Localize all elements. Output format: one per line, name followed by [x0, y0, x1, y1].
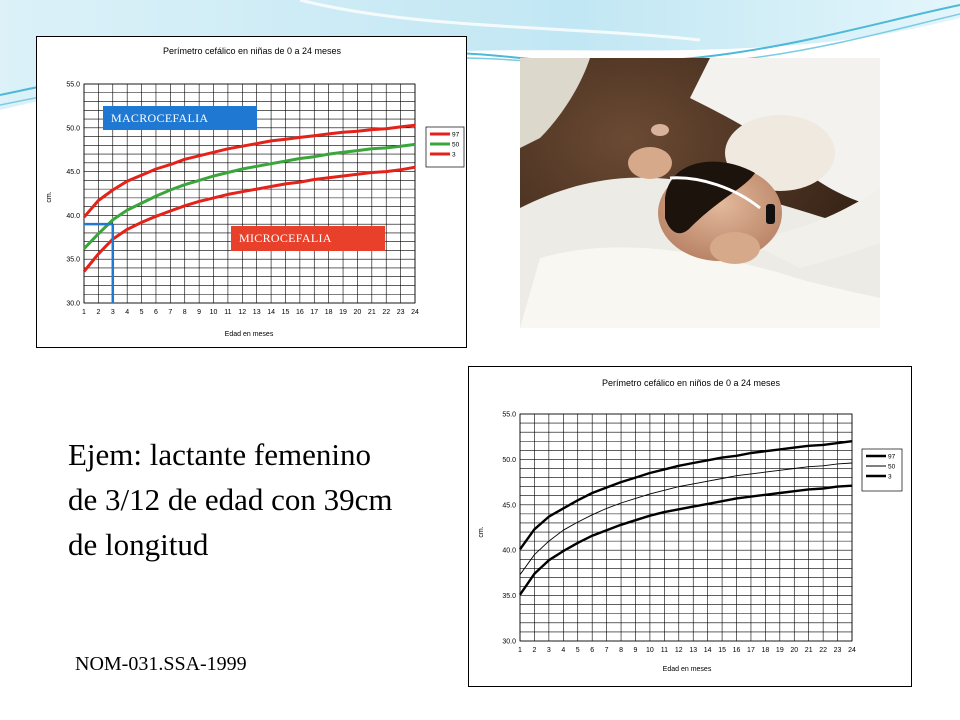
x-tick-label: 16: [296, 309, 304, 316]
plot-area: [519, 413, 853, 642]
x-tick-label: 13: [689, 647, 697, 654]
x-tick-label: 22: [819, 647, 827, 654]
y-axis-label: cm.: [46, 191, 53, 202]
legend-entry: 3: [452, 152, 456, 159]
x-tick-label: 10: [210, 309, 218, 316]
y-tick-label: 45.0: [502, 502, 516, 509]
x-tick-label: 6: [590, 647, 594, 654]
x-tick-label: 20: [790, 647, 798, 654]
y-tick-label: 40.0: [502, 548, 516, 555]
legend-entry: 50: [452, 142, 460, 149]
y-tick-label: 55.0: [66, 82, 80, 89]
example-caption: Ejem: lactante femenino de 3/12 de edad …: [68, 437, 393, 562]
x-tick-label: 12: [675, 647, 683, 654]
x-tick-label: 9: [634, 647, 638, 654]
x-tick-label: 20: [354, 309, 362, 316]
y-tick-label: 30.0: [66, 301, 80, 308]
y-axis-label: cm.: [478, 526, 485, 537]
y-tick-label: 50.0: [66, 125, 80, 132]
x-tick-label: 24: [411, 309, 419, 316]
x-tick-label: 17: [310, 309, 318, 316]
x-tick-label: 16: [733, 647, 741, 654]
series-line-p50: [519, 462, 853, 575]
x-tick-label: 17: [747, 647, 755, 654]
x-tick-label: 21: [805, 647, 813, 654]
microcefalia-label: MICROCEFALIA: [239, 231, 332, 245]
x-tick-label: 10: [646, 647, 654, 654]
x-tick-label: 19: [339, 309, 347, 316]
x-tick-label: 23: [834, 647, 842, 654]
series-line-p97: [82, 123, 416, 219]
x-tick-label: 7: [605, 647, 609, 654]
x-tick-label: 1: [82, 309, 86, 316]
infant-measurement-photo: [520, 58, 880, 328]
y-tick-label: 55.0: [502, 412, 516, 419]
x-axis-label: Edad en meses: [225, 331, 274, 338]
x-tick-label: 18: [761, 647, 769, 654]
x-tick-label: 6: [154, 309, 158, 316]
y-tick-label: 30.0: [502, 639, 516, 646]
x-tick-label: 5: [140, 309, 144, 316]
x-tick-label: 24: [848, 647, 856, 654]
series-line-p97: [519, 440, 853, 551]
x-tick-label: 22: [382, 309, 390, 316]
x-tick-label: 4: [125, 309, 129, 316]
legend-entry: 97: [888, 454, 896, 461]
x-tick-label: 12: [238, 309, 246, 316]
legend-entry: 97: [452, 132, 460, 139]
x-tick-label: 2: [532, 647, 536, 654]
x-tick-label: 5: [576, 647, 580, 654]
x-tick-label: 14: [267, 309, 275, 316]
y-tick-label: 35.0: [66, 257, 80, 264]
x-tick-label: 8: [183, 309, 187, 316]
x-tick-label: 14: [704, 647, 712, 654]
x-tick-label: 23: [397, 309, 405, 316]
chart-title: Perímetro cefálico en niñas de 0 a 24 me…: [163, 46, 342, 56]
y-tick-label: 45.0: [66, 169, 80, 176]
chart-title: Perímetro cefálico en niños de 0 a 24 me…: [602, 378, 781, 388]
legend-entry: 50: [888, 464, 896, 471]
macrocefalia-callout: MACROCEFALIA: [103, 106, 257, 130]
macrocefalia-label: MACROCEFALIA: [111, 110, 209, 125]
series-line-p3: [519, 484, 853, 596]
boys-chart-svg: Perímetro cefálico en niños de 0 a 24 me…: [478, 378, 903, 673]
girls-chart-svg: Perímetro cefálico en niñas de 0 a 24 me…: [46, 46, 465, 338]
x-tick-label: 15: [718, 647, 726, 654]
series-line-p3: [82, 165, 416, 273]
x-tick-label: 21: [368, 309, 376, 316]
x-axis-label: Edad en meses: [663, 666, 712, 673]
x-tick-label: 13: [253, 309, 261, 316]
microcefalia-callout: MICROCEFALIA: [231, 226, 385, 251]
x-tick-label: 2: [96, 309, 100, 316]
boys-head-circumference-chart: Perímetro cefálico en niños de 0 a 24 me…: [468, 366, 912, 687]
x-tick-label: 11: [224, 309, 231, 316]
x-tick-label: 7: [168, 309, 172, 316]
legend-entry: 3: [888, 474, 892, 481]
x-tick-label: 9: [197, 309, 201, 316]
x-tick-label: 15: [282, 309, 290, 316]
y-tick-label: 40.0: [66, 213, 80, 220]
x-tick-label: 18: [325, 309, 333, 316]
girls-head-circumference-chart: Perímetro cefálico en niñas de 0 a 24 me…: [36, 36, 467, 348]
x-tick-label: 1: [518, 647, 522, 654]
x-tick-label: 3: [111, 309, 115, 316]
x-tick-label: 19: [776, 647, 784, 654]
y-tick-label: 35.0: [502, 593, 516, 600]
x-tick-label: 11: [661, 647, 668, 654]
x-tick-label: 8: [619, 647, 623, 654]
series-line-p50: [82, 142, 416, 250]
x-tick-label: 3: [547, 647, 551, 654]
norm-reference: NOM-031.SSA-1999: [75, 653, 247, 675]
x-tick-label: 4: [561, 647, 565, 654]
y-tick-label: 50.0: [502, 457, 516, 464]
